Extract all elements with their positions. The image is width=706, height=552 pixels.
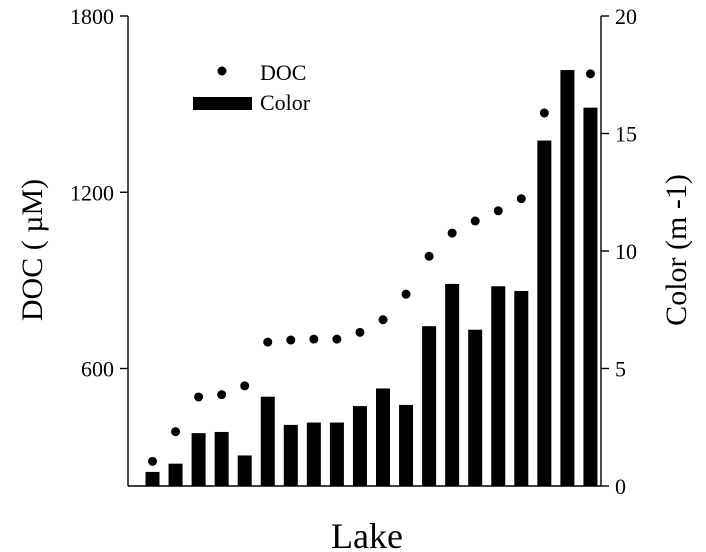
doc-point [562, 78, 572, 88]
legend: DOC Color [193, 60, 311, 115]
left-axis-label: DOC ( µM) [16, 179, 49, 321]
left-tick-label: 1800 [70, 4, 114, 29]
doc-point [447, 228, 457, 238]
doc-point [516, 194, 526, 204]
right-tick-label: 5 [615, 357, 626, 382]
right-axis-ticks: 0 5 10 15 20 [601, 4, 637, 499]
doc-point [263, 337, 273, 347]
color-bar [399, 404, 414, 486]
legend-color-label: Color [260, 90, 311, 115]
doc-point [585, 69, 595, 79]
doc-point [171, 427, 181, 437]
color-bar [168, 463, 183, 486]
doc-point [217, 390, 227, 400]
right-tick-label: 20 [615, 4, 637, 29]
legend-color-marker [193, 97, 252, 110]
doc-point [493, 206, 503, 216]
doc-point [539, 108, 549, 118]
color-bar [191, 433, 206, 486]
doc-point [355, 327, 365, 337]
right-tick-label: 15 [615, 122, 637, 147]
color-bar [376, 388, 390, 486]
color-bar [237, 455, 252, 486]
left-tick-label: 1200 [70, 180, 114, 205]
color-bar [445, 283, 460, 486]
color-bar [214, 431, 229, 486]
doc-point [240, 381, 250, 391]
color-bar [560, 70, 575, 487]
right-axis-label: Color (m -1) [660, 174, 693, 326]
color-bar [583, 107, 598, 487]
color-bar [468, 329, 483, 486]
doc-point [401, 289, 411, 299]
doc-point [194, 392, 204, 402]
left-tick-label: 600 [81, 357, 114, 382]
doc-point [424, 251, 434, 261]
doc-point [148, 456, 157, 466]
doc-point [286, 335, 296, 345]
left-axis-ticks: 600 1200 1800 [70, 4, 128, 382]
color-bar [306, 422, 321, 486]
color-bar [537, 140, 552, 487]
color-bar [283, 424, 298, 486]
color-bar [329, 422, 344, 486]
color-bar [514, 290, 529, 486]
color-bar [491, 286, 506, 486]
color-bars [145, 70, 598, 487]
legend-doc-label: DOC [260, 60, 306, 85]
right-tick-label: 0 [615, 474, 626, 499]
doc-point [309, 334, 319, 344]
legend-doc-marker [217, 66, 227, 76]
color-bar [352, 406, 367, 486]
doc-point [332, 334, 342, 344]
doc-point [378, 315, 388, 325]
right-tick-label: 10 [615, 239, 637, 264]
color-bar [422, 326, 437, 486]
doc-points [148, 69, 595, 466]
x-axis-label: Lake [331, 516, 403, 552]
doc-point [470, 216, 480, 226]
color-bar [260, 396, 275, 486]
color-bar [145, 471, 160, 486]
